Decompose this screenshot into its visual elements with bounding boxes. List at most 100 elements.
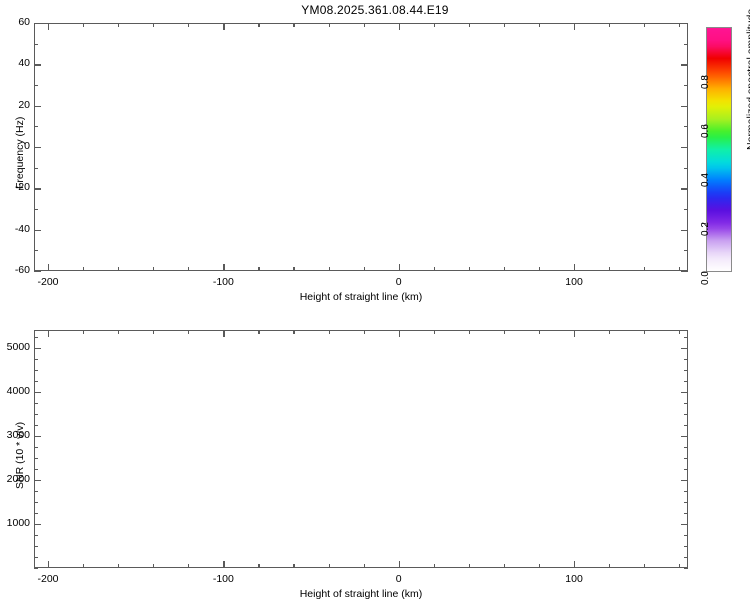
minor-tick [83,267,85,271]
major-tick [681,229,688,231]
minor-tick [363,267,365,271]
minor-tick [684,250,688,252]
minor-tick [684,556,688,559]
colorbar-tick [702,174,706,175]
major-tick [34,347,41,349]
minor-tick [433,23,435,27]
minor-tick [118,330,120,334]
colorbar-tick-label: 0.2 [700,222,711,236]
minor-tick [684,380,688,382]
colorbar-tick-label: 0.0 [700,271,711,285]
minor-tick [258,23,260,27]
colorbar [706,27,732,272]
minor-tick [118,267,120,271]
spectrogram-xaxis-title: Height of straight line (km) [299,291,423,303]
minor-tick [34,556,38,559]
minor-tick [684,43,688,45]
minor-tick [538,267,541,271]
xtick-label: -200 [37,573,59,585]
major-tick [681,105,688,107]
minor-tick [468,267,470,271]
minor-tick [34,380,38,382]
minor-tick [34,336,38,338]
minor-tick [153,267,155,271]
major-tick [48,330,50,337]
minor-tick [328,267,330,271]
xtick-label: -100 [212,573,234,585]
major-tick [681,435,688,437]
major-tick [34,229,41,231]
minor-tick [83,564,85,568]
minor-tick [644,267,646,271]
major-tick [223,330,225,337]
ytick-label: 2000 [6,472,30,485]
ytick-label: -40 [14,222,30,235]
minor-tick [188,564,190,568]
minor-tick [34,424,38,426]
major-tick [223,264,225,271]
minor-tick [188,23,190,27]
major-tick [34,147,41,149]
minor-tick [34,468,38,470]
minor-tick [34,568,38,570]
minor-tick [644,330,646,334]
major-tick [34,188,41,190]
xtick-label: 0 [395,573,402,585]
major-tick [681,23,688,25]
major-tick [34,271,41,273]
minor-tick [328,564,330,568]
major-tick [398,23,400,30]
minor-tick [328,23,330,27]
minor-tick [679,23,681,27]
minor-tick [293,564,295,568]
minor-tick [34,250,38,252]
minor-tick [328,330,330,334]
minor-tick [503,564,505,568]
ytick-label: -60 [14,264,30,276]
minor-tick [684,468,688,470]
minor-tick [258,564,260,568]
minor-tick [679,564,681,568]
minor-tick [363,23,365,27]
colorbar-tick [702,125,706,126]
snr-yaxis-title: SNR (10 * v/v) [14,421,26,489]
spectrogram-panel [34,23,688,271]
major-tick [681,479,688,482]
major-tick [223,561,225,568]
minor-tick [153,564,155,568]
minor-tick [34,545,38,548]
xtick-label: 100 [565,276,583,288]
minor-tick [34,490,38,492]
minor-tick [684,369,688,371]
major-tick [34,523,41,526]
major-tick [34,435,41,437]
minor-tick [684,424,688,426]
minor-tick [83,23,85,27]
minor-tick [188,267,190,271]
minor-tick [684,446,688,448]
minor-tick [118,564,120,568]
minor-tick [34,534,38,537]
colorbar-tick [702,223,706,224]
minor-tick [679,267,681,271]
minor-tick [363,330,365,334]
colorbar-tick-label: 0.8 [700,75,711,89]
minor-tick [34,167,38,169]
minor-tick [684,402,688,404]
minor-tick [188,330,190,334]
major-tick [681,391,688,393]
major-tick [398,561,400,568]
minor-tick [609,330,611,334]
spectrogram-yaxis-title: Frequency (Hz) [14,116,26,189]
major-tick [48,561,50,568]
minor-tick [684,490,688,492]
ytick-label: 20 [18,98,30,111]
xtick-label: -100 [212,276,234,288]
major-tick [34,23,41,25]
minor-tick [684,545,688,548]
minor-tick [258,267,260,271]
xtick-label: -200 [37,276,59,288]
minor-tick [538,330,541,334]
minor-tick [34,126,38,128]
